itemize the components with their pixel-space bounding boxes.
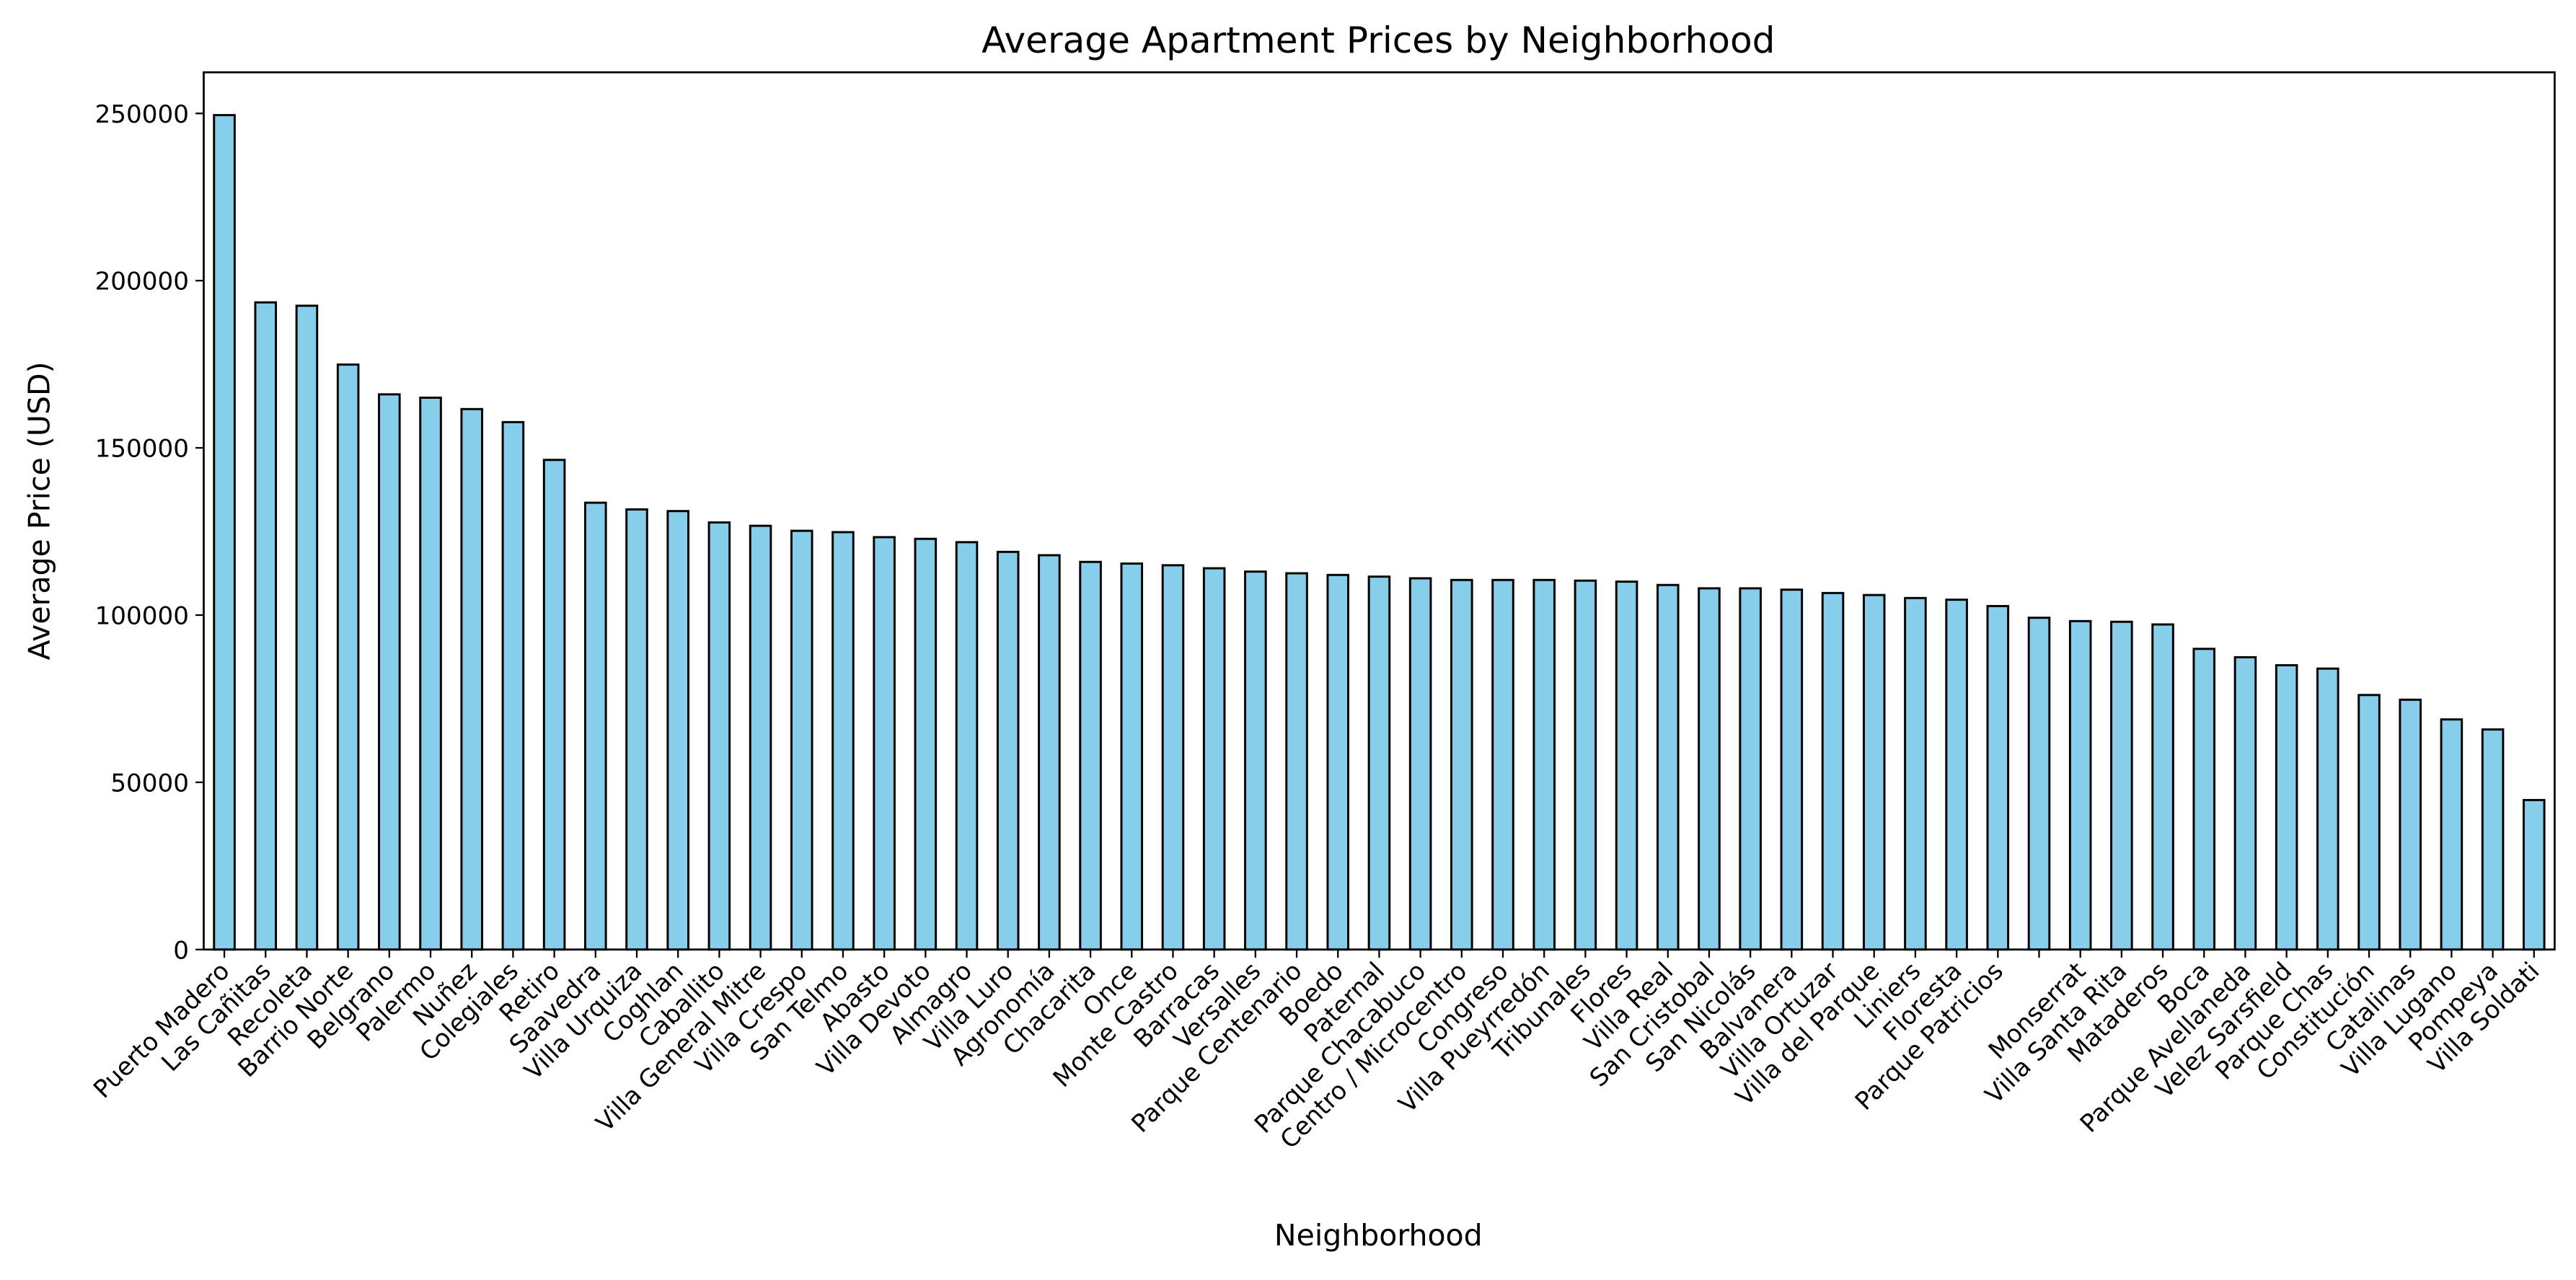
bar: [542, 459, 566, 951]
bar: [1408, 577, 1432, 951]
bar: [2027, 617, 2051, 951]
bar: [2523, 798, 2546, 951]
bar: [707, 521, 731, 951]
bar: [1904, 596, 1927, 951]
bar: [501, 420, 525, 951]
bar: [2399, 698, 2422, 951]
bar: [254, 301, 278, 951]
y-tick-label: 250000: [95, 100, 189, 129]
bar: [584, 501, 607, 951]
bar: [1656, 583, 1680, 951]
bar: [1615, 581, 1638, 951]
bar: [1079, 560, 1102, 951]
bar: [625, 508, 648, 951]
bar: [2192, 648, 2216, 951]
bar: [2481, 728, 2505, 951]
bar: [996, 550, 1020, 951]
bar: [2316, 667, 2339, 951]
bar: [2275, 664, 2298, 951]
bar: [873, 536, 896, 951]
bar: [914, 537, 938, 951]
bar: [1491, 578, 1514, 951]
bar: [2440, 718, 2463, 951]
bar: [2110, 620, 2133, 951]
bar: [460, 407, 484, 951]
bar: [1367, 575, 1391, 951]
bar: [2151, 623, 2174, 951]
bar: [295, 304, 319, 951]
y-tick-label: 50000: [110, 769, 189, 798]
bar: [749, 524, 772, 951]
bar: [1574, 579, 1597, 951]
plot-frame: [203, 71, 2556, 951]
bar: [2233, 656, 2257, 951]
bar: [1038, 554, 1061, 951]
x-axis-label: Neighborhood: [1274, 1218, 1483, 1253]
bar: [1285, 572, 1308, 951]
bar: [2357, 694, 2381, 951]
bar: [1739, 587, 1762, 951]
y-tick-label: 100000: [95, 601, 189, 630]
bar: [1532, 578, 1556, 951]
bar: [1986, 604, 2010, 951]
y-tick-label: 200000: [95, 268, 189, 296]
chart-title: Average Apartment Prices by Neighborhood: [982, 19, 1775, 61]
bar: [955, 541, 979, 951]
bar: [1161, 564, 1185, 951]
bar: [1450, 578, 1473, 951]
bar: [790, 529, 813, 951]
bar: [1862, 593, 1886, 951]
bar: [1698, 587, 1721, 951]
bar: [1244, 570, 1267, 951]
bar: [832, 531, 855, 951]
bar: [1945, 599, 1968, 951]
bar: [1120, 562, 1144, 951]
bar: [419, 397, 442, 951]
bar: [213, 114, 236, 951]
bar: [1326, 573, 1350, 951]
bar: [2068, 619, 2092, 951]
y-tick-label: 0: [173, 936, 189, 965]
y-tick-label: 150000: [95, 435, 189, 464]
bar: [336, 363, 360, 951]
bar: [1780, 588, 1804, 951]
bar: [1202, 567, 1226, 951]
bar: [1821, 591, 1845, 951]
bar: [378, 393, 401, 951]
y-axis-label: Average Price (USD): [22, 361, 56, 660]
bar: [666, 510, 689, 951]
